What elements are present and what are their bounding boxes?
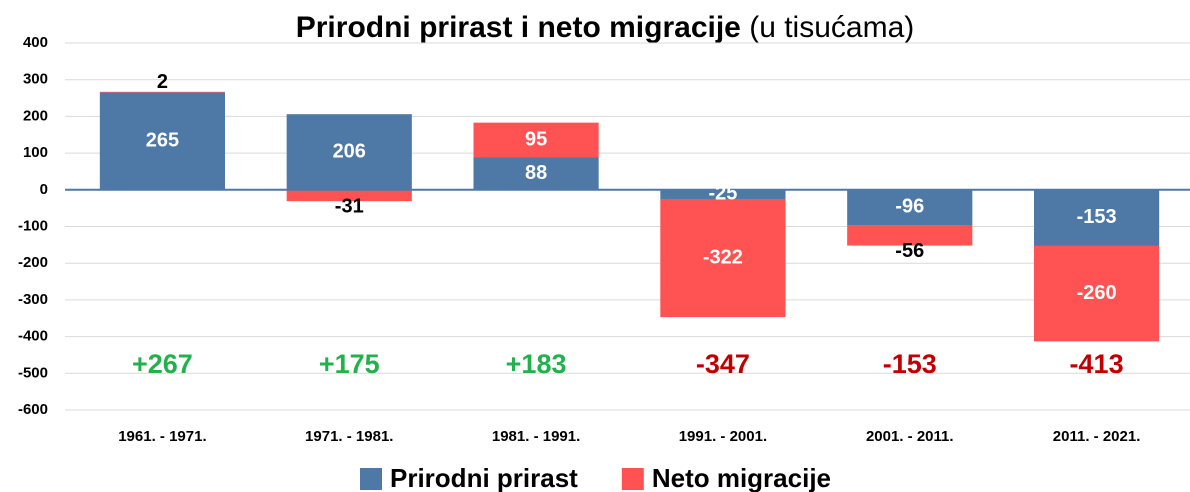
y-tick-label: -500 <box>18 364 48 381</box>
bar-segment <box>660 189 786 199</box>
total-annotation: +175 <box>319 349 380 379</box>
bar-segment <box>99 92 226 190</box>
bar-segment <box>1033 245 1160 342</box>
legend-swatch <box>621 468 644 490</box>
bar-segment <box>286 114 412 190</box>
bar-segment <box>473 122 599 158</box>
y-tick-label: 200 <box>23 107 48 124</box>
y-tick-label: 300 <box>23 71 48 88</box>
legend-label: Prirodni prirast <box>390 463 578 492</box>
data-label: -31 <box>335 195 364 217</box>
bar-segment <box>847 225 973 246</box>
y-tick-label: -200 <box>18 254 48 271</box>
data-label: -260 <box>1077 282 1117 304</box>
data-label: 88 <box>525 162 547 184</box>
y-tick-label: 100 <box>23 144 48 161</box>
data-label: -56 <box>895 240 924 262</box>
data-label: -322 <box>703 246 743 268</box>
total-annotation: -153 <box>883 349 937 379</box>
bar-segment <box>473 157 599 190</box>
legend-label: Neto migracije <box>652 463 831 492</box>
bar-segment <box>286 189 412 202</box>
title-sub: (u tisućama) <box>749 11 914 44</box>
data-label: 206 <box>333 140 366 162</box>
x-tick-label: 2001. - 2011. <box>866 428 954 445</box>
x-tick-label: 1981. - 1991. <box>492 428 580 445</box>
data-label: 95 <box>525 128 547 150</box>
y-tick-label: -100 <box>18 217 48 234</box>
data-label: -96 <box>895 196 924 218</box>
x-tick-label: 2011. - 2021. <box>1053 428 1141 445</box>
total-annotation: +267 <box>132 349 193 379</box>
data-label: -25 <box>708 183 737 205</box>
data-label: 2 <box>157 71 168 93</box>
x-tick-label: 1961. - 1971. <box>118 428 206 445</box>
y-tick-label: -300 <box>18 291 48 308</box>
x-tick-label: 1991. - 2001. <box>679 428 767 445</box>
title-main: Prirodni prirast i neto migracije <box>296 11 741 44</box>
data-label: 265 <box>146 129 179 151</box>
legend-swatch <box>360 468 382 490</box>
y-tick-label: 400 <box>23 34 48 51</box>
bar-segment <box>99 91 226 93</box>
y-tick-label: -600 <box>18 401 48 418</box>
y-tick-label: -400 <box>18 328 48 345</box>
y-tick-label: 0 <box>40 181 48 198</box>
total-annotation: +183 <box>506 349 567 379</box>
total-annotation: -413 <box>1070 349 1124 379</box>
chart-title: Prirodni prirast i neto migracije (u tis… <box>296 11 915 44</box>
x-tick-label: 1971. - 1981. <box>305 428 393 445</box>
bar-segment <box>660 198 786 318</box>
total-annotation: -347 <box>696 349 750 379</box>
bar-segment <box>847 189 973 226</box>
bar-segment <box>1033 189 1160 246</box>
data-label: -153 <box>1077 206 1117 228</box>
